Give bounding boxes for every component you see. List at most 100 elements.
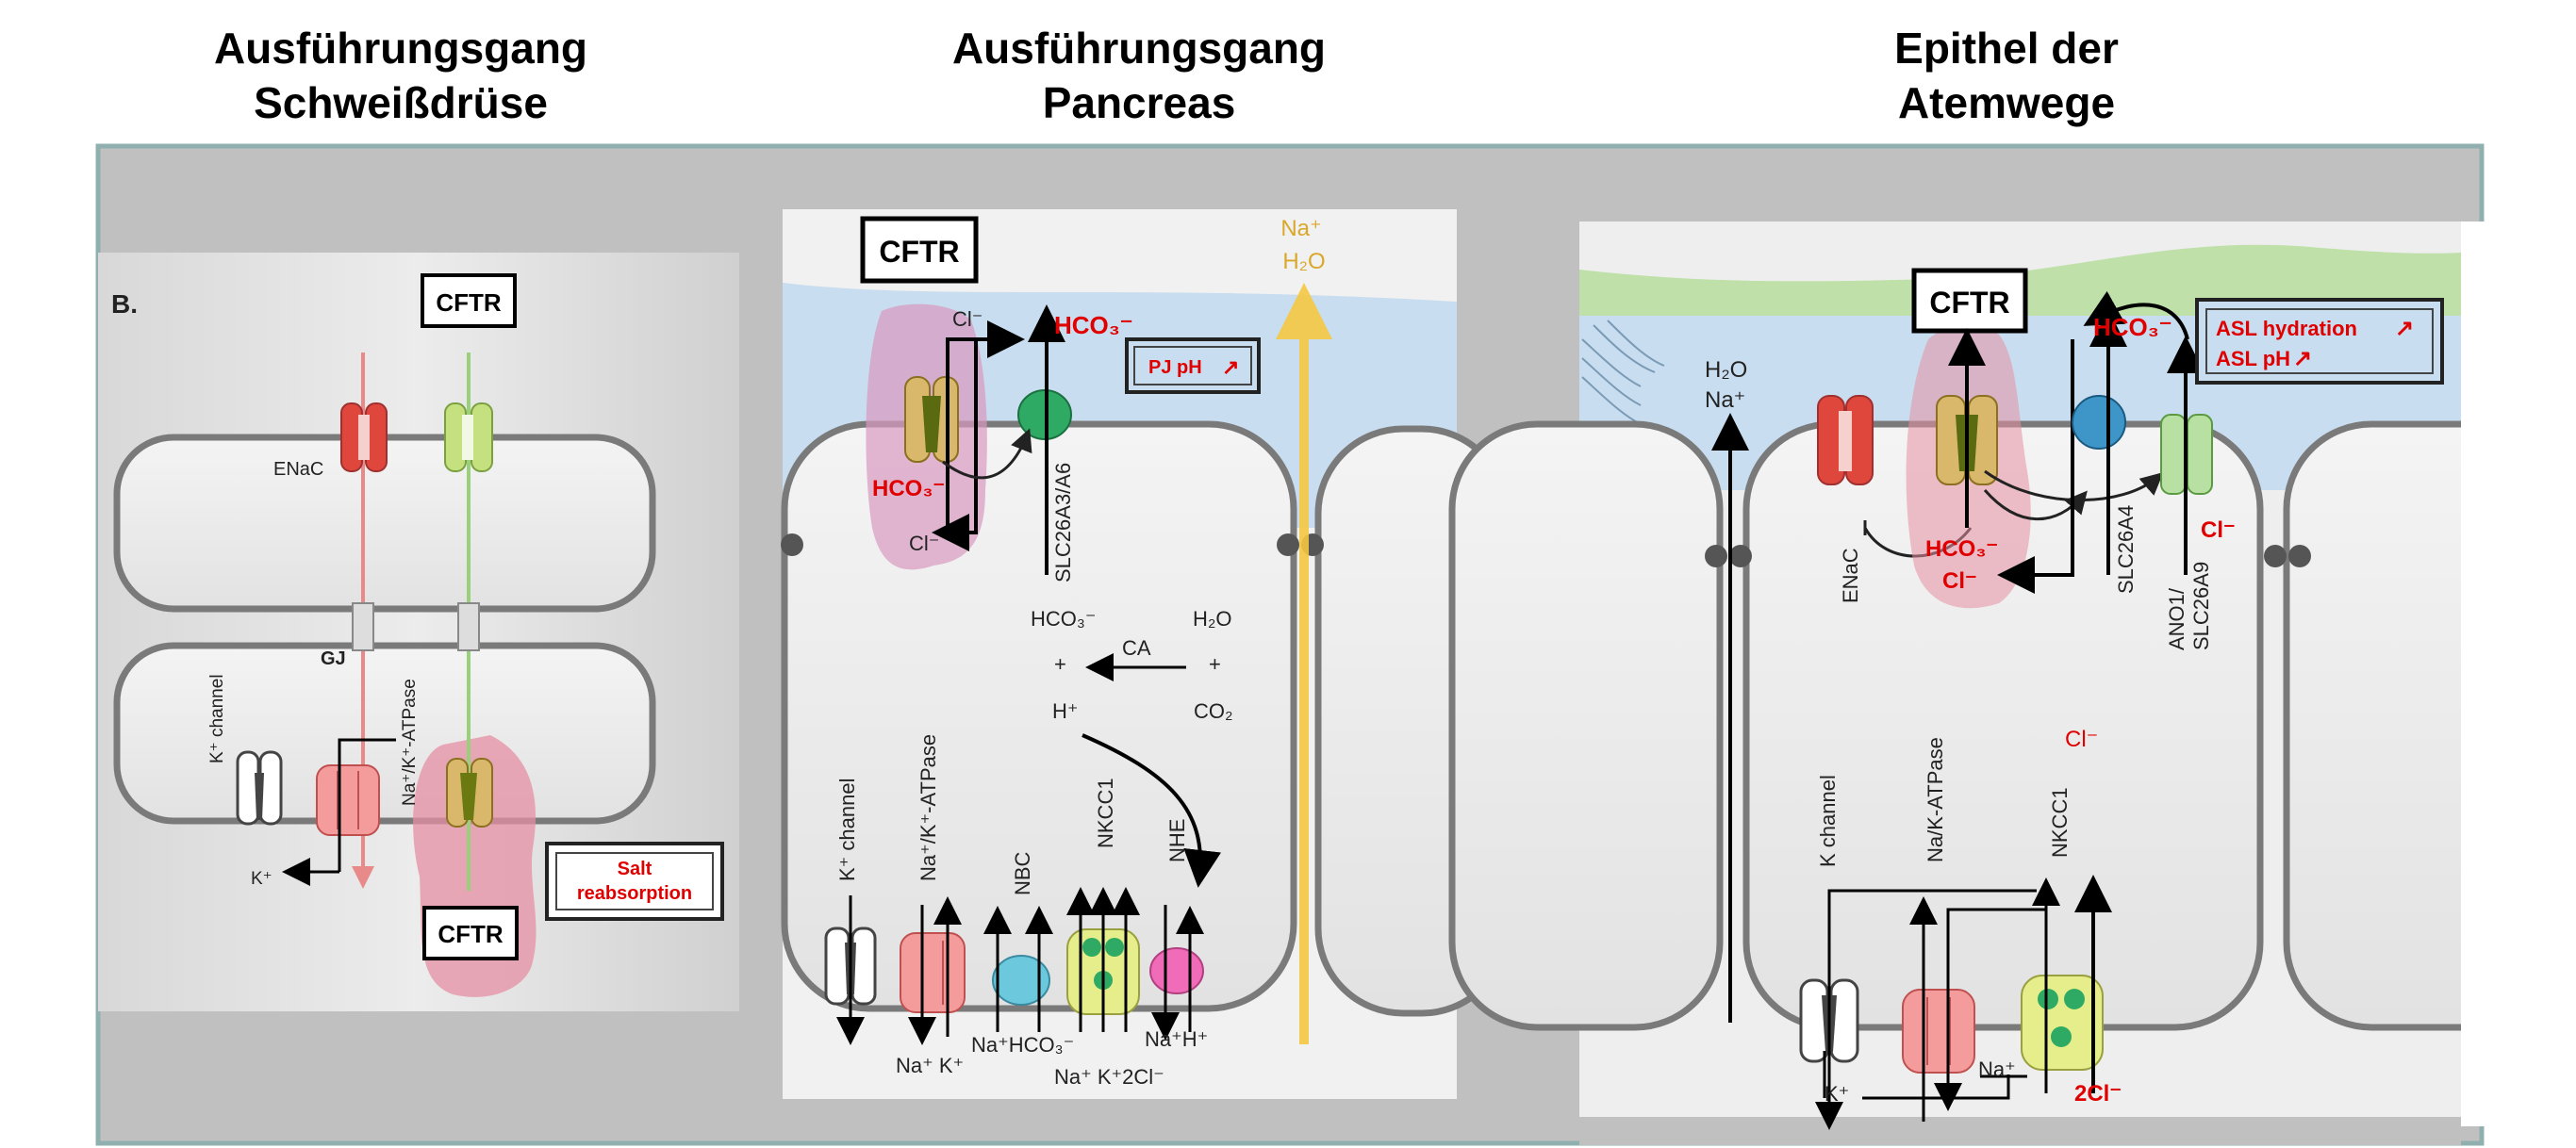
heading-line: Atemwege (1897, 78, 2116, 127)
k-bottom-label: K⁺ (1825, 1082, 1849, 1106)
atpase-label: Na⁺/K⁺-ATPase (400, 679, 420, 806)
asl-hydration-arrow-icon: ↗ (2395, 316, 2414, 341)
asl-box (2195, 298, 2444, 385)
panel-pancreas-duct: Na⁺ H₂O CFTR SLC26A3/A6 Cl⁻ HCO₃⁻ HCO₃⁻ … (781, 209, 1511, 1099)
heading-line: Epithel der (1894, 24, 2119, 73)
co2-label: CO₂ (1194, 699, 1233, 723)
cftr-box (860, 216, 979, 284)
slc26a4-transporter-icon (2072, 395, 2126, 450)
h2o-mid-label: H₂O (1193, 607, 1232, 631)
cl-bottom-label: Cl⁻ (909, 532, 939, 555)
nbc-label: NBC (1011, 851, 1034, 895)
cftr-label-bottom: CFTR (438, 920, 504, 948)
bottom-na-hco3-label: Na⁺HCO₃⁻ (971, 1033, 1074, 1057)
cftr-channel-icon (1936, 395, 1998, 485)
gap-junction-icon (352, 602, 480, 651)
hco3-top-label: HCO₃⁻ (2093, 313, 2172, 341)
h2o-top-label: H₂O (1282, 249, 1325, 274)
cftr-box-bottom (422, 906, 519, 960)
k-channel-label: K⁺ channel (207, 674, 227, 763)
hco3-mid-label: HCO₃⁻ (1031, 607, 1096, 631)
panel1-label: B. (111, 289, 138, 319)
heading-line: Schweißdrüse (254, 78, 548, 127)
bottom-na-k-2cl-label: Na⁺ K⁺2Cl⁻ (1054, 1065, 1164, 1089)
pj-ph-arrow-icon: ↗ (1222, 355, 1239, 379)
enac-channel-icon (340, 402, 388, 472)
heading-pancreas-duct: Ausführungsgang Pancreas (809, 21, 1469, 130)
na-bottom-label: Na⁺ (1978, 1058, 2016, 1081)
hco3-red-label: HCO₃⁻ (1925, 536, 1998, 562)
slc26a9-label: SLC26A9 (2189, 562, 2213, 650)
k-channel-icon (1799, 978, 1859, 1063)
heading-line: Ausführungsgang (213, 24, 588, 73)
cftr-curve-arrow-2 (1984, 469, 2164, 502)
na-k-atpase-icon (316, 764, 380, 836)
cftr-box (1911, 268, 2028, 334)
cftr-label: CFTR (879, 235, 959, 269)
asl-ph-label: ASL pH (2216, 347, 2290, 370)
nhe-transporter-icon (1149, 947, 1204, 994)
nkcc1-label: NKCC1 (1094, 778, 1117, 848)
hco3-curve-arrow (942, 428, 1032, 480)
ano1-label: ANO1/ (2165, 587, 2188, 650)
cl-mid-label: Cl⁻ (2065, 727, 2098, 752)
asl-hydration-label: ASL hydration (2216, 317, 2357, 340)
cftr-channel-icon-bottom (446, 758, 493, 828)
atpase-label: Na⁺/K⁺-ATPase (916, 734, 940, 881)
panel-airway-epithelium: H₂O Na⁺ ENaC CFTR HCO₃⁻ Cl⁻ (1448, 221, 2576, 1145)
salt-label-line2: reabsorption (577, 883, 692, 904)
nbc-transporter-icon (992, 955, 1050, 1006)
cl-top-label: Cl⁻ (952, 307, 983, 331)
bottom-na-h-label: Na⁺H⁺ (1145, 1027, 1208, 1051)
nhe-label: NHE (1165, 819, 1189, 862)
enac-label: ENaC (273, 459, 323, 480)
enac-label: ENaC (1839, 548, 1862, 603)
heading-line: Pancreas (1042, 78, 1236, 127)
k-ion-label: K⁺ (251, 869, 272, 889)
pj-ph-label: PJ pH (1148, 357, 1202, 378)
salt-label-line1: Salt (618, 859, 652, 879)
plus-2: + (1209, 652, 1221, 676)
k-recycle-arrow (338, 738, 396, 872)
na-k-atpase-icon (1902, 989, 1975, 1074)
na-k-atpase-icon (900, 932, 966, 1013)
plus-1: + (1054, 652, 1066, 676)
h-plus-label: H⁺ (1052, 699, 1079, 723)
cftr-label: CFTR (1929, 286, 2009, 320)
cftr-label-top: CFTR (436, 288, 502, 317)
hco3-red-top-label: HCO₃⁻ (1054, 311, 1133, 339)
hco3-exchange-arrow (2083, 290, 2189, 340)
heading-airway-epithelium: Epithel der Atemwege (1676, 21, 2337, 130)
asl-ph-arrow-icon: ↗ (2293, 346, 2312, 371)
atpase-label: Na/K-ATPase (1924, 737, 1947, 862)
cl-red-label: Cl⁻ (1942, 568, 1977, 594)
ca-label: CA (1122, 636, 1151, 660)
na-top-label: Na⁺ (1280, 216, 1321, 241)
gj-label: GJ (321, 648, 346, 669)
enac-channel-icon (1817, 395, 1874, 485)
salt-reabsorption-box (545, 842, 724, 921)
cl-uptake-arrow (932, 339, 978, 551)
k-channel-label: K⁺ channel (835, 779, 859, 881)
k-channel-label: K channel (1816, 775, 1840, 867)
hco3-red-left-label: HCO₃⁻ (872, 476, 945, 501)
nkcc1-transporter-icon (2021, 975, 2104, 1071)
bottom-na-k-label: Na⁺ K⁺ (896, 1054, 964, 1077)
ano1-channel-icon (2160, 414, 2213, 495)
h-to-nhe-arrow (1082, 733, 1222, 888)
cl-secretion-arrow (946, 320, 1025, 537)
tight-junction-icon (1705, 545, 2311, 567)
k-channel-icon (236, 750, 283, 826)
nkcc1-label: NKCC1 (2048, 787, 2072, 858)
left-neighbour-cell (1448, 420, 1724, 1031)
cftr-channel-icon-top (444, 402, 493, 472)
cl2-bottom-label: 2Cl⁻ (2074, 1081, 2122, 1107)
k-channel-icon (824, 927, 877, 1006)
slc26a4-label: SLC26A4 (2114, 505, 2138, 594)
cftr-box-top (421, 273, 517, 328)
lower-cell (113, 642, 656, 825)
panel-sweat-duct: B. CFTR ENaC GJ (98, 253, 739, 1011)
heading-line: Ausführungsgang (951, 24, 1327, 73)
h2o-label: H₂O (1705, 357, 1747, 383)
